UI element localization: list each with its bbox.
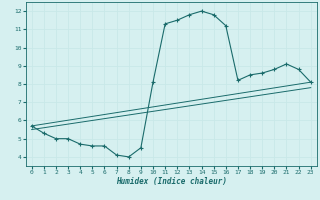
X-axis label: Humidex (Indice chaleur): Humidex (Indice chaleur) (116, 177, 227, 186)
